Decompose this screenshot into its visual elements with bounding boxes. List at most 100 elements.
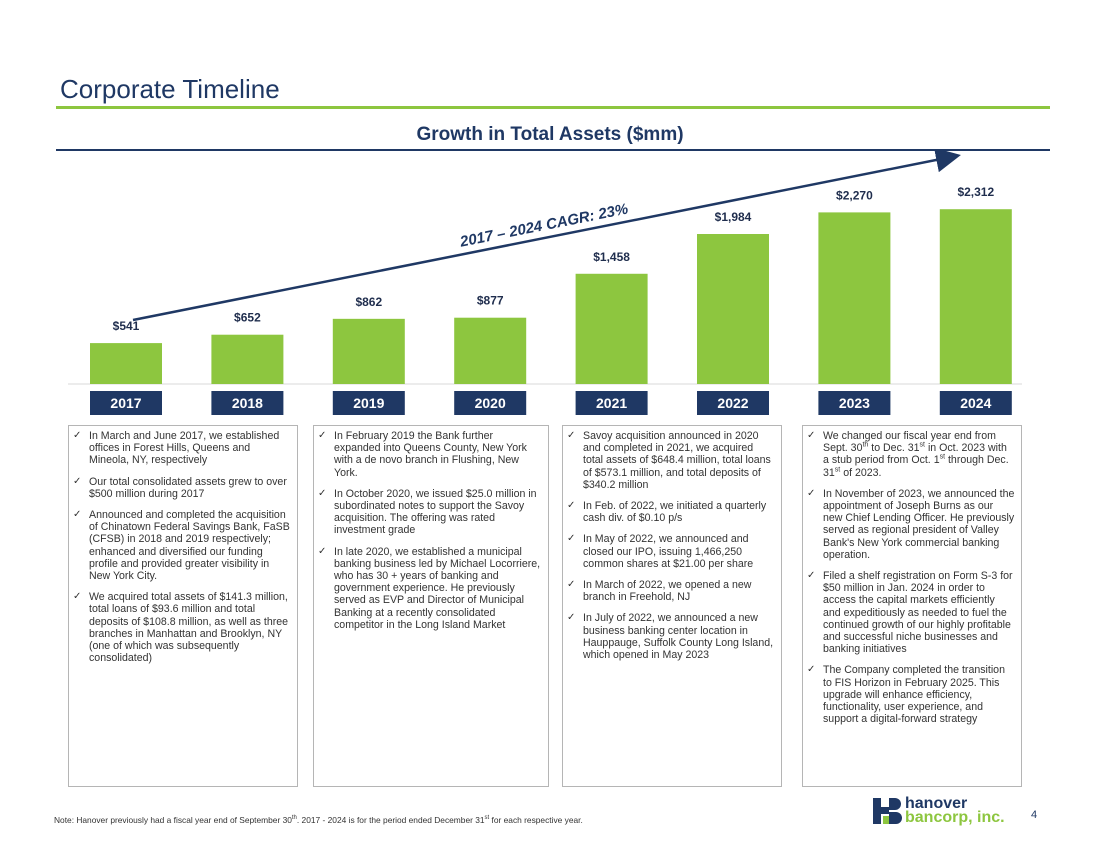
year-box-2019 [332,391,405,415]
data-label-2018: $652 [234,311,261,325]
year-label-2022: 2022 [717,395,748,411]
checkmark-icon: ✓ [73,475,82,487]
bar-2019 [332,318,405,384]
page-number: 4 [1031,809,1038,821]
checkmark-icon: ✓ [567,579,576,591]
data-label-2023: $2,270 [836,188,873,202]
timeline-item: ✓ In March and June 2017, we established … [73,430,291,467]
timeline-item: ✓ In Feb. of 2022, we initiated a quarter… [567,500,775,524]
timeline-item-text: The Company completed the transition to … [823,664,1005,726]
year-box-2020 [454,391,527,415]
timeline-list: ✓ In February 2019 the Bank further expan… [318,430,542,631]
timeline-item-text: In October 2020, we issued $25.0 million… [334,487,537,537]
timeline-item-text: Our total consolidated assets grew to ov… [89,475,287,500]
checkmark-icon: ✓ [73,591,82,603]
checkmark-icon: ✓ [567,612,576,624]
year-label-2021: 2021 [596,395,627,411]
year-label-2020: 2020 [475,395,506,411]
data-label-2019: $862 [355,295,382,309]
footnote: Note: Hanover previously had a fiscal ye… [54,815,583,825]
page-title: Corporate Timeline [60,74,280,104]
bar-2017 [90,343,162,384]
timeline-item-text: We acquired total assets of $141.3 milli… [89,591,289,665]
year-box-2023 [818,391,891,415]
bar-2018 [211,334,284,384]
timeline-item: ✓ We acquired total assets of $141.3 mill… [73,591,291,664]
timeline-item-text: Savoy acquisition announced in 2020 and … [583,430,771,491]
timeline-list: ✓ In March and June 2017, we established … [73,430,291,664]
timeline-panel-2023-2024: ✓ We changed our fiscal year end from Sep… [802,425,1022,787]
timeline-item: ✓ In late 2020, we established a municipa… [318,546,542,631]
data-label-2024: $2,312 [957,185,994,199]
timeline-item: ✓ Our total consolidated assets grew to o… [73,476,291,500]
timeline-item: ✓ In March of 2022, we opened a new branc… [567,579,775,603]
timeline-panel-2019-2020: ✓ In February 2019 the Bank further expan… [313,425,549,787]
checkmark-icon: ✓ [807,570,816,582]
bar-2020 [454,317,527,384]
cagr-arrow [132,150,961,322]
timeline-item: ✓ Filed a shelf registration on Form S-3 … [807,570,1015,655]
timeline-list: ✓ We changed our fiscal year end from Sep… [807,430,1015,725]
bar-2021 [575,273,648,384]
bar-2024 [939,209,1012,384]
title-divider [56,106,1050,109]
chart-title-divider [56,149,1050,151]
timeline-item: ✓ Announced and completed the acquisition… [73,509,291,582]
timeline-item-text: Filed a shelf registration on Form S-3 f… [823,570,1013,656]
checkmark-icon: ✓ [318,545,327,557]
timeline-item: ✓ In May of 2022, we announced and closed… [567,533,775,570]
data-label-2017: $541 [113,319,140,333]
timeline-item-text: In May of 2022, we announced and closed … [583,533,754,570]
timeline-item: ✓ In October 2020, we issued $25.0 millio… [318,488,542,537]
bar-2023 [818,212,891,384]
year-label-2017: 2017 [110,395,141,411]
timeline-item: ✓ In July of 2022, we announced a new bus… [567,612,775,661]
timeline-item-text: In March of 2022, we opened a new branch… [583,579,752,604]
timeline-item-text: We changed our fiscal year end from Sept… [823,430,1009,479]
company-logo: hanover bancorp, inc. [872,794,1005,828]
data-label-2021: $1,458 [593,250,630,264]
checkmark-icon: ✓ [807,430,816,441]
year-label-2019: 2019 [353,395,384,411]
year-box-2018 [211,391,284,415]
checkmark-icon: ✓ [567,533,576,545]
timeline-item: ✓ In February 2019 the Bank further expan… [318,430,542,479]
year-box-2024 [939,391,1012,415]
year-label-2023: 2023 [839,395,870,411]
checkmark-icon: ✓ [567,430,576,441]
logo-line1: hanover [905,795,968,812]
timeline-item: ✓ We changed our fiscal year end from Sep… [807,430,1015,479]
timeline-item-text: In late 2020, we established a municipal… [334,545,541,631]
timeline-item-text: In Feb. of 2022, we initiated a quarterl… [583,500,767,525]
timeline-item: ✓ In November of 2023, we announced the a… [807,488,1015,561]
timeline-item-text: In July of 2022, we announced a new busi… [583,612,774,662]
year-label-2024: 2024 [960,395,991,411]
timeline-item: ✓ Savoy acquisition announced in 2020 and… [567,430,775,491]
checkmark-icon: ✓ [73,430,82,441]
timeline-item: ✓ The Company completed the transition to… [807,664,1015,725]
timeline-panel-2021-2022: ✓ Savoy acquisition announced in 2020 and… [562,425,782,787]
checkmark-icon: ✓ [567,500,576,512]
checkmark-icon: ✓ [318,430,327,441]
chart-title: Growth in Total Assets ($mm) [416,124,684,145]
year-box-2017 [90,391,162,415]
timeline-item-text: In February 2019 the Bank further expand… [334,430,527,479]
checkmark-icon: ✓ [318,487,327,499]
data-label-2020: $877 [477,294,504,308]
data-label-2022: $1,984 [715,210,752,224]
bar-2022 [697,234,769,384]
checkmark-icon: ✓ [807,664,816,676]
year-box-2021 [575,391,648,415]
year-box-2022 [697,391,769,415]
logo-line2: bancorp, inc. [905,809,1005,826]
checkmark-icon: ✓ [807,487,816,499]
timeline-panel-2017-2018: ✓ In March and June 2017, we established … [68,425,298,787]
timeline-item-text: Announced and completed the acquisition … [89,509,290,583]
timeline-item-text: In November of 2023, we announced the ap… [823,487,1015,561]
hanover-logo-mark-icon [873,798,902,824]
year-label-2018: 2018 [232,395,263,411]
assets-bar-chart: $541 2017 $652 2018 $862 2019 $877 2020 $1,458 20… [68,150,1022,415]
checkmark-icon: ✓ [73,509,82,521]
timeline-item-text: In March and June 2017, we established o… [89,430,280,467]
timeline-list: ✓ Savoy acquisition announced in 2020 and… [567,430,775,661]
